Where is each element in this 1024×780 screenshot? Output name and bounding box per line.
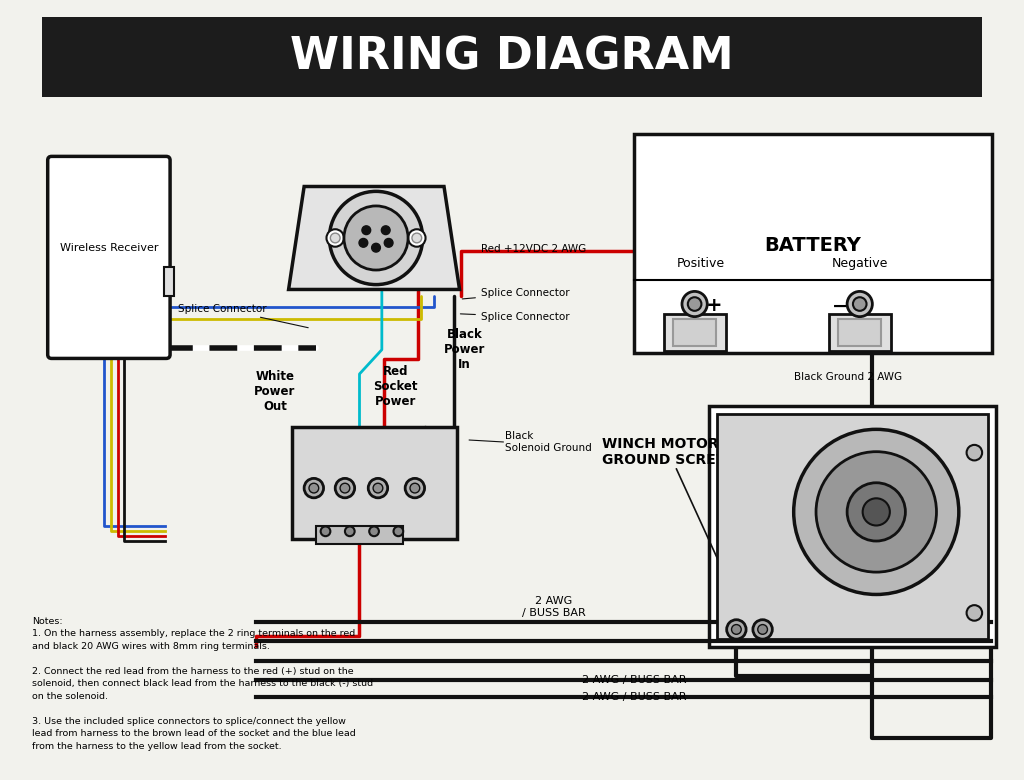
Circle shape <box>967 445 982 460</box>
Circle shape <box>847 292 872 317</box>
Circle shape <box>406 478 425 498</box>
Text: Splice Connector: Splice Connector <box>462 289 569 299</box>
Circle shape <box>335 478 354 498</box>
Text: BATTERY: BATTERY <box>765 236 861 255</box>
Bar <box>828 314 891 351</box>
Circle shape <box>384 239 393 247</box>
Circle shape <box>794 429 958 594</box>
Circle shape <box>731 625 741 634</box>
Bar <box>42 17 982 98</box>
Circle shape <box>381 226 390 235</box>
Text: Notes:
1. On the harness assembly, replace the 2 ring terminals on the red
and b: Notes: 1. On the harness assembly, repla… <box>32 617 374 751</box>
Circle shape <box>309 484 318 493</box>
Circle shape <box>370 526 379 536</box>
Text: White
Power
Out: White Power Out <box>254 370 296 413</box>
Circle shape <box>373 484 383 493</box>
Circle shape <box>340 484 350 493</box>
Circle shape <box>304 478 324 498</box>
Bar <box>710 406 995 647</box>
Bar <box>164 267 174 296</box>
Circle shape <box>682 292 708 317</box>
Bar <box>839 318 881 346</box>
Bar <box>673 318 716 346</box>
Circle shape <box>321 526 331 536</box>
Circle shape <box>847 483 905 541</box>
Text: −: − <box>833 296 849 315</box>
Text: 2 AWG / BUSS BAR: 2 AWG / BUSS BAR <box>582 675 687 685</box>
Circle shape <box>369 478 388 498</box>
FancyBboxPatch shape <box>48 156 170 359</box>
Circle shape <box>816 452 937 572</box>
Text: Splice Connector: Splice Connector <box>461 312 569 321</box>
Circle shape <box>327 229 344 246</box>
Circle shape <box>853 297 866 311</box>
Circle shape <box>359 239 368 247</box>
Circle shape <box>688 297 701 311</box>
Bar <box>292 427 457 539</box>
Text: Red
Socket
Power: Red Socket Power <box>373 365 418 408</box>
Circle shape <box>393 526 403 536</box>
Text: WIRING DIAGRAM: WIRING DIAGRAM <box>290 36 734 79</box>
Bar <box>717 414 988 639</box>
Circle shape <box>372 243 380 252</box>
Text: Positive: Positive <box>677 257 725 270</box>
Circle shape <box>409 229 426 246</box>
Circle shape <box>331 233 340 243</box>
Circle shape <box>862 498 890 526</box>
Circle shape <box>344 206 409 270</box>
Text: Red +12VDC 2 AWG: Red +12VDC 2 AWG <box>481 243 586 254</box>
Circle shape <box>967 605 982 621</box>
Text: Negative: Negative <box>831 257 888 270</box>
Circle shape <box>758 625 767 634</box>
Bar <box>664 314 726 351</box>
Bar <box>635 134 992 353</box>
Circle shape <box>727 620 746 639</box>
Text: 2 AWG / BUSS BAR: 2 AWG / BUSS BAR <box>582 693 687 703</box>
Text: Black Ground 2 AWG: Black Ground 2 AWG <box>794 372 902 382</box>
Circle shape <box>410 484 420 493</box>
Text: 2 AWG
/ BUSS BAR: 2 AWG / BUSS BAR <box>522 596 586 618</box>
Bar <box>315 526 403 544</box>
Text: Splice Connector: Splice Connector <box>178 304 308 328</box>
Circle shape <box>412 233 422 243</box>
Text: Black
Solenoid Ground: Black Solenoid Ground <box>505 431 592 452</box>
Text: WINCH MOTOR
GROUND SCREW: WINCH MOTOR GROUND SCREW <box>602 437 731 466</box>
Text: +: + <box>706 296 722 315</box>
Polygon shape <box>289 186 460 289</box>
Text: Wireless Receiver: Wireless Receiver <box>59 243 158 253</box>
Circle shape <box>345 526 354 536</box>
Circle shape <box>361 226 371 235</box>
Circle shape <box>330 191 423 285</box>
Circle shape <box>753 620 772 639</box>
Text: Black
Power
In: Black Power In <box>443 328 485 371</box>
